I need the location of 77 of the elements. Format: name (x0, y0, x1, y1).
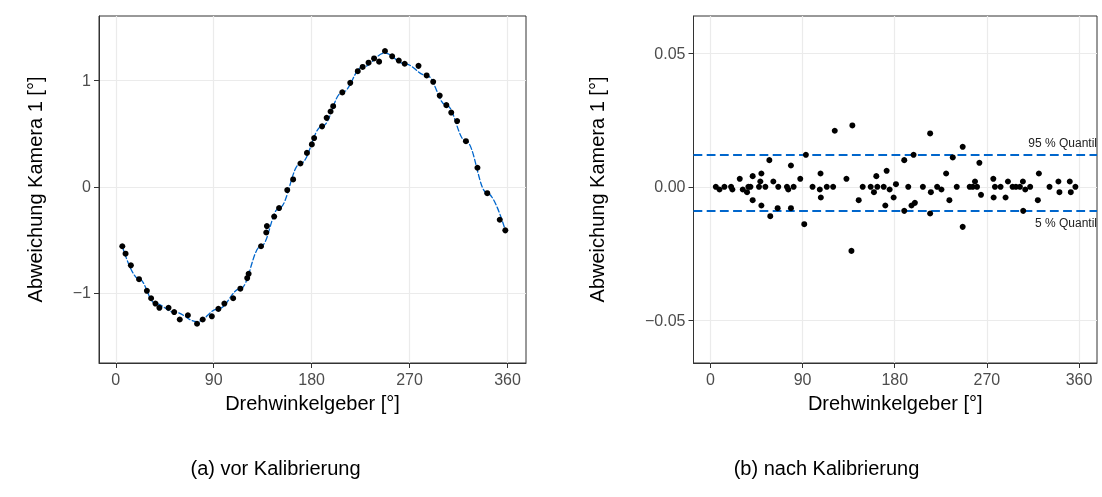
point (347, 79, 354, 86)
ref-line-label: 5 % Quantil (1034, 215, 1097, 230)
point (152, 300, 159, 307)
y-axis-title: Abweichung Kamera 1 [°] (23, 76, 46, 303)
point (454, 118, 461, 125)
y-tick-label: −0.05 (645, 311, 686, 329)
y-tick-label: 1 (82, 72, 92, 90)
ref-line-label: 95 % Quantil (1028, 135, 1097, 150)
point (462, 138, 469, 145)
point (136, 276, 143, 283)
point (423, 72, 430, 79)
point (389, 53, 396, 60)
point (371, 55, 378, 62)
point (171, 309, 178, 316)
point (443, 102, 450, 109)
point (184, 312, 191, 319)
x-tick-label: 360 (494, 370, 521, 388)
point (311, 135, 318, 142)
point (245, 270, 252, 277)
point (327, 108, 334, 115)
point (215, 305, 222, 312)
x-tick-label: 270 (973, 370, 1001, 388)
point (148, 295, 155, 302)
y-tick-label: 0.05 (654, 44, 686, 62)
point (303, 149, 310, 156)
text: (a) vor Kalibrierung (190, 457, 361, 479)
text: (b) nach Kalibrierung (733, 457, 920, 479)
x-tick-label: 180 (881, 370, 909, 388)
point (156, 304, 163, 311)
x-tick-label: 270 (396, 370, 424, 388)
point (381, 48, 388, 55)
point (258, 243, 265, 250)
x-tick-label: 0 (111, 370, 121, 388)
point (330, 103, 337, 110)
x-tick-label: 180 (298, 370, 326, 388)
x-tick-label: 90 (204, 370, 223, 388)
point (323, 114, 330, 121)
point (376, 58, 383, 65)
point (165, 304, 172, 311)
point (308, 141, 315, 148)
point (194, 320, 201, 327)
point (271, 213, 278, 220)
point (119, 243, 126, 250)
point (401, 60, 408, 67)
point (297, 160, 304, 167)
point (221, 300, 228, 307)
x-tick-label: 90 (793, 370, 812, 388)
point (395, 57, 402, 64)
point (127, 262, 134, 269)
point (276, 205, 283, 212)
x-tick-label: 0 (706, 370, 716, 388)
x-axis-title: Drehwinkelgeber [°] (225, 392, 400, 414)
point (502, 227, 509, 234)
y-tick-label: 0 (82, 178, 92, 196)
y-tick-label: 0.00 (654, 178, 686, 196)
point (290, 176, 297, 183)
x-axis-title: Drehwinkelgeber [°] (807, 392, 983, 414)
point (263, 223, 270, 230)
point (143, 287, 150, 294)
point (484, 190, 491, 197)
point (359, 63, 366, 70)
y-axis-title: Abweichung Kamera 1 [°] (586, 76, 608, 303)
point (230, 295, 237, 302)
point (339, 89, 346, 96)
y-tick-label: −1 (72, 284, 92, 302)
point (319, 123, 326, 130)
point (237, 285, 244, 292)
x-tick-label: 360 (1065, 370, 1093, 388)
point (496, 216, 503, 223)
point (415, 62, 422, 69)
point (430, 78, 437, 85)
point (448, 109, 455, 116)
point (474, 164, 481, 171)
point (263, 229, 270, 236)
point (284, 187, 291, 194)
point (208, 313, 215, 320)
point (354, 68, 361, 75)
